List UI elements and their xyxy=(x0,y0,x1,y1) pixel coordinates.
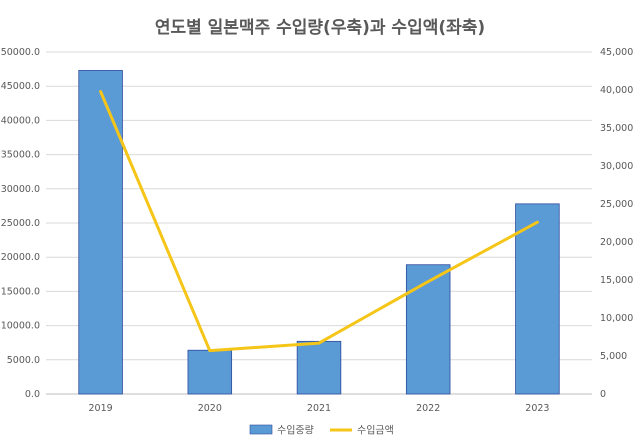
left-axis-tick-label: 5000.0 xyxy=(7,355,40,366)
left-axis-tick-label: 20000.0 xyxy=(1,252,40,263)
bar xyxy=(296,340,342,395)
right-axis-tick-label: 35,000 xyxy=(600,123,633,134)
right-axis-tick-label: 5,000 xyxy=(600,351,627,362)
right-axis-tick-label: 10,000 xyxy=(600,313,633,324)
right-axis-tick-label: 20,000 xyxy=(600,237,633,248)
right-axis-tick-label: 25,000 xyxy=(600,199,633,210)
line-path xyxy=(99,90,539,353)
right-axis-tick-label: 15,000 xyxy=(600,275,633,286)
chart-title: 연도별 일본맥주 수입량(우축)과 수입액(좌축) xyxy=(155,18,485,38)
x-axis-tick-label: 2023 xyxy=(525,403,549,414)
bar xyxy=(405,264,451,395)
right-axis-tick-label: 0 xyxy=(600,389,606,400)
x-axis-tick-label: 2021 xyxy=(307,403,331,414)
bar xyxy=(187,349,233,395)
left-axis-tick-label: 40000.0 xyxy=(1,115,40,126)
left-axis-tick-label: 30000.0 xyxy=(1,184,40,195)
bar xyxy=(515,203,560,395)
left-axis-tick-label: 45000.0 xyxy=(1,81,40,92)
left-axis-tick-label: 15000.0 xyxy=(1,286,40,297)
left-axis-tick-label: 10000.0 xyxy=(1,321,40,332)
x-axis-tick-label: 2019 xyxy=(89,403,113,414)
bar xyxy=(78,70,123,395)
legend-label: 수입중량 xyxy=(277,424,314,437)
axes: 0.0 5000.0 10000.0 15000.0 20000.0 25000.0 300… xyxy=(1,47,634,414)
x-axis-tick-label: 2022 xyxy=(416,403,440,414)
left-axis-tick-label: 25000.0 xyxy=(1,218,40,229)
left-axis-tick-label: 35000.0 xyxy=(1,150,40,161)
legend-label: 수입금액 xyxy=(357,424,394,437)
left-axis-tick-label: 0.0 xyxy=(25,389,40,400)
left-axis-tick-label: 50000.0 xyxy=(1,47,40,58)
line-series xyxy=(99,90,539,353)
right-axis-tick-label: 40,000 xyxy=(600,85,633,96)
bar-series xyxy=(78,70,560,395)
right-axis-tick-label: 30,000 xyxy=(600,161,633,172)
right-axis-tick-label: 45,000 xyxy=(600,47,633,58)
legend-swatch-bar xyxy=(249,424,273,435)
gridlines xyxy=(46,51,592,395)
legend: 수입중량 수입금액 xyxy=(249,424,394,437)
x-axis-tick-label: 2020 xyxy=(198,403,222,414)
